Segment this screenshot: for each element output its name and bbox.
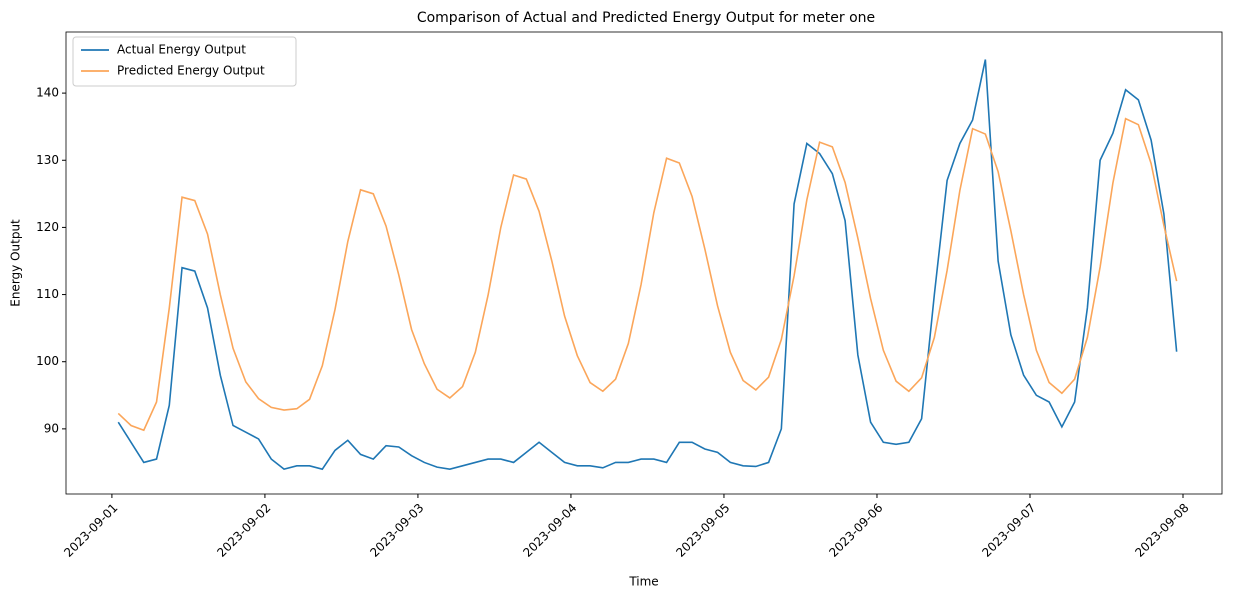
series-line [117, 117, 1178, 432]
legend-box [72, 36, 297, 87]
y-axis-label: Energy Output [9, 219, 23, 307]
x-tick-label: 2023-09-03 [367, 501, 426, 560]
legend-label: Predicted Energy Output [117, 64, 265, 78]
x-tick-label: 2023-09-07 [979, 501, 1038, 560]
x-tick-label: 2023-09-08 [1132, 501, 1191, 560]
x-tick-label: 2023-09-02 [214, 501, 273, 560]
x-tick-label: 2023-09-06 [826, 501, 885, 560]
series-line [117, 59, 1178, 471]
x-tick-label: 2023-09-01 [61, 501, 120, 560]
x-axis-label: Time [628, 575, 658, 589]
y-tick-label: 100 [36, 354, 59, 368]
x-tick-label: 2023-09-05 [673, 501, 732, 560]
y-tick-label: 120 [36, 220, 59, 234]
y-tick-label: 110 [36, 287, 59, 301]
legend-label: Actual Energy Output [117, 43, 246, 57]
y-tick-label: 130 [36, 153, 59, 167]
y-tick-label: 90 [44, 421, 59, 435]
y-tick-label: 140 [36, 86, 59, 100]
chart-title: Comparison of Actual and Predicted Energ… [417, 10, 875, 26]
plot-frame [65, 31, 1223, 495]
x-tick-label: 2023-09-04 [520, 501, 579, 560]
